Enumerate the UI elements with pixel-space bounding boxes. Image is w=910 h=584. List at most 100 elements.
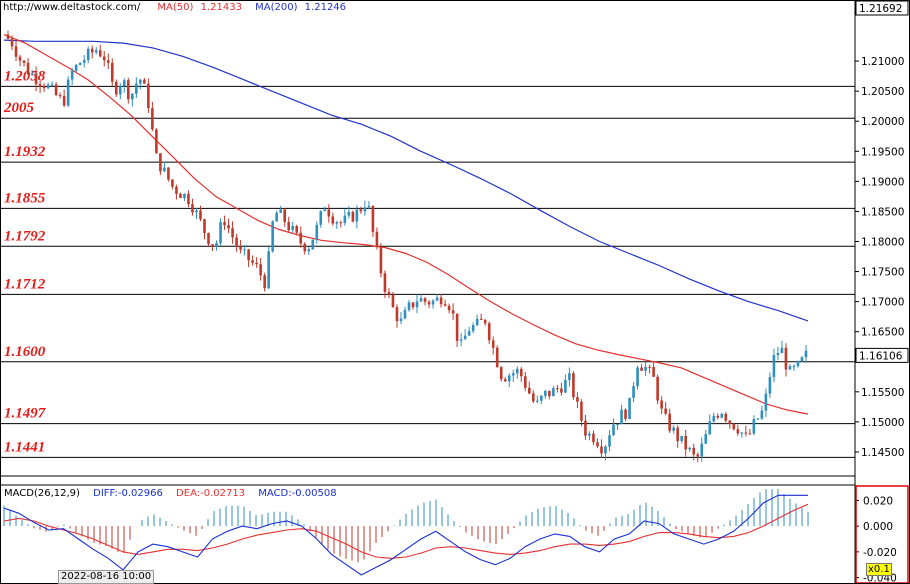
candle-body bbox=[102, 56, 106, 61]
candle-body bbox=[792, 366, 796, 368]
candle-body bbox=[708, 421, 712, 435]
candle-body bbox=[796, 361, 800, 367]
candle-body bbox=[528, 387, 531, 394]
price-tick-label: 1.14500 bbox=[861, 447, 904, 459]
source-url[interactable]: http://www.deltastock.com/ bbox=[3, 2, 141, 13]
candle-body bbox=[768, 377, 772, 394]
candle-body bbox=[239, 246, 242, 250]
candle-body bbox=[86, 48, 90, 60]
macd-tick-label: -0.020 bbox=[863, 547, 897, 559]
candle-body bbox=[536, 400, 539, 402]
candle-body bbox=[375, 231, 379, 248]
candle-body bbox=[620, 409, 623, 425]
candle-body bbox=[616, 424, 619, 426]
price-tick-label: 1.16500 bbox=[861, 327, 904, 339]
candle-body bbox=[692, 447, 696, 455]
candle-body bbox=[215, 243, 218, 247]
price-tick-label: 1.21000 bbox=[861, 56, 904, 68]
candle-body bbox=[163, 167, 166, 172]
price-tick-label: 1.19000 bbox=[861, 176, 904, 188]
candle-body bbox=[82, 59, 86, 63]
candle-body bbox=[227, 225, 230, 229]
candle-body bbox=[307, 249, 311, 252]
candle-body bbox=[147, 83, 150, 109]
candle-body bbox=[511, 373, 515, 376]
candle-body bbox=[50, 84, 54, 86]
candle-body bbox=[231, 228, 234, 238]
candle-body bbox=[636, 367, 639, 387]
candle-body bbox=[648, 366, 651, 368]
candle-body bbox=[596, 442, 599, 447]
candle-body bbox=[696, 454, 700, 457]
candle-body bbox=[491, 340, 495, 348]
candle-body bbox=[295, 225, 299, 233]
candle-body bbox=[668, 413, 671, 431]
candle-body bbox=[271, 221, 274, 252]
candle-body bbox=[523, 376, 527, 388]
candle-body bbox=[688, 447, 692, 450]
macd-label: MACD(26,12,9) bbox=[4, 488, 80, 499]
candle-body bbox=[235, 237, 238, 247]
candle-body bbox=[114, 81, 118, 95]
candle-body bbox=[439, 297, 443, 305]
candle-body bbox=[243, 249, 246, 251]
candle-body bbox=[664, 408, 667, 414]
candle-body bbox=[247, 249, 250, 261]
candle-body bbox=[30, 73, 34, 75]
candle-body bbox=[287, 222, 291, 231]
candle-body bbox=[135, 83, 138, 94]
candle-body bbox=[720, 413, 724, 418]
candle-body bbox=[399, 318, 403, 322]
candle-body bbox=[640, 367, 643, 371]
candle-body bbox=[788, 366, 792, 370]
candle-body bbox=[628, 397, 631, 420]
scale-badge[interactable]: x0.1 bbox=[866, 563, 892, 576]
candle-body bbox=[487, 323, 491, 341]
candle-body bbox=[167, 167, 170, 180]
candle-body bbox=[463, 335, 467, 340]
candle-body bbox=[26, 62, 30, 75]
candle-body bbox=[716, 415, 720, 418]
macd-dea-line bbox=[3, 503, 809, 559]
ma50-label: MA(50) bbox=[157, 2, 194, 13]
candle-body bbox=[391, 294, 395, 308]
candle-body bbox=[251, 260, 254, 263]
time-label: 2022-08-16 10:00 bbox=[58, 570, 155, 584]
candle-body bbox=[14, 46, 18, 57]
ma200-value: 1.21246 bbox=[304, 2, 347, 13]
candle-body bbox=[387, 292, 391, 295]
level-label: 1.1712 bbox=[4, 276, 46, 292]
candle-body bbox=[608, 435, 611, 447]
candle-body bbox=[311, 239, 315, 250]
level-label: 1.1932 bbox=[4, 144, 46, 160]
header-bar: http://www.deltastock.com/ MA(50) 1.2143… bbox=[3, 2, 346, 13]
candle-body bbox=[98, 50, 102, 57]
candle-body bbox=[331, 216, 335, 224]
candle-body bbox=[299, 232, 303, 244]
macd-panel: 0.020 0.000 -0.020 -0.040 bbox=[0, 484, 909, 584]
candle-body bbox=[660, 400, 663, 409]
ma200-label: MA(200) bbox=[255, 2, 298, 13]
candle-body bbox=[467, 331, 471, 336]
candle-body bbox=[776, 353, 780, 356]
candle-body bbox=[171, 179, 174, 187]
candle-body bbox=[447, 305, 451, 311]
candle-body bbox=[548, 390, 551, 397]
macd-diff: DIFF:-0.02966 bbox=[93, 488, 163, 499]
candle-body bbox=[503, 379, 507, 382]
price-tick-label: 1.15000 bbox=[861, 417, 904, 429]
price-tick-label: 1.20500 bbox=[861, 86, 904, 98]
candle-body bbox=[764, 393, 768, 411]
candle-body bbox=[552, 388, 555, 397]
candle-body bbox=[151, 108, 154, 130]
candle-body bbox=[219, 222, 222, 244]
candle-body bbox=[680, 435, 683, 442]
candle-body bbox=[427, 301, 431, 305]
candle-body bbox=[359, 209, 363, 212]
level-label: 1.1855 bbox=[4, 190, 46, 206]
candle-body bbox=[22, 60, 26, 63]
candle-body bbox=[507, 375, 511, 382]
candle-body bbox=[784, 347, 788, 370]
candle-body bbox=[744, 432, 748, 434]
candle-body bbox=[255, 262, 258, 265]
